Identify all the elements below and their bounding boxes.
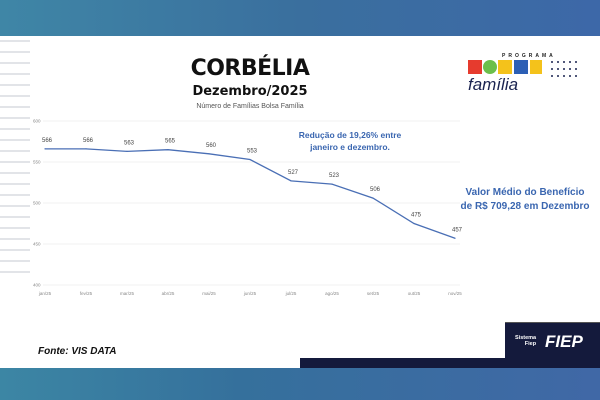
data-label: 475 — [411, 213, 422, 219]
data-point — [331, 183, 333, 185]
x-tick-label: jan/25 — [38, 291, 52, 296]
x-tick-label: ago/25 — [325, 291, 339, 296]
data-point — [454, 237, 456, 239]
data-point — [372, 197, 374, 199]
x-tick-label: abr/25 — [162, 291, 175, 296]
data-label: 560 — [206, 143, 217, 149]
decorative-stripes — [0, 40, 30, 282]
benefit-line-2: de R$ 709,28 em Dezembro — [460, 201, 590, 212]
data-label: 523 — [329, 173, 340, 179]
data-point — [208, 153, 210, 155]
svg-text:família: família — [468, 75, 518, 94]
data-point — [249, 158, 251, 161]
y-tick-label: 400 — [33, 283, 41, 288]
chart-title: Número de Famílias Bolsa Família — [196, 103, 304, 110]
average-benefit-annotation: Valor Médio do Benefício de R$ 709,28 em… — [450, 186, 600, 214]
city-title: CORBÉLIA — [190, 56, 310, 81]
data-point — [126, 150, 128, 152]
svg-text:PROGRAMA: PROGRAMA — [502, 53, 556, 59]
data-label: 553 — [247, 149, 258, 155]
x-tick-label: fev/25 — [80, 291, 93, 296]
fiep-brand: FIEP — [545, 332, 583, 351]
data-point — [290, 180, 292, 182]
source-note: Fonte: VIS DATA — [38, 346, 117, 357]
x-tick-label: out/25 — [408, 291, 421, 296]
x-tick-label: mar/25 — [120, 291, 135, 296]
data-label: 565 — [165, 139, 176, 145]
y-tick-label: 500 — [33, 201, 41, 206]
data-point — [167, 149, 169, 151]
footer-navy-bar — [300, 358, 600, 368]
data-label: 527 — [288, 170, 299, 176]
top-banner — [0, 0, 600, 36]
data-point — [413, 222, 415, 225]
data-point — [44, 148, 46, 150]
bottom-banner — [0, 368, 600, 400]
x-tick-label: jul/25 — [285, 291, 297, 296]
data-label: 563 — [124, 140, 135, 146]
x-tick-label: nov/25 — [448, 291, 462, 296]
x-tick-label: set/25 — [367, 291, 380, 296]
y-tick-label: 450 — [33, 242, 41, 247]
y-tick-label: 550 — [33, 160, 41, 165]
data-label: 566 — [42, 138, 53, 144]
fiep-logo-line2: Fiep — [524, 341, 537, 347]
benefit-line-1: Valor Médio do Benefício — [465, 187, 585, 198]
data-label: 566 — [83, 138, 94, 144]
data-point — [85, 148, 87, 150]
reduction-line-1: Redução de 19,26% entre — [298, 130, 402, 140]
period-subtitle: Dezembro/2025 — [192, 84, 308, 99]
reduction-line-2: janeiro e dezembro. — [310, 142, 390, 152]
fiep-logo: Sistema Fiep FIEP — [505, 322, 600, 359]
data-label: 457 — [452, 227, 463, 233]
bolsa-familia-logo: PROGRAMA família — [468, 53, 577, 94]
fiep-logo-line1: Sistema — [515, 335, 537, 341]
data-label: 506 — [370, 187, 381, 193]
x-tick-label: jun/25 — [243, 291, 257, 296]
x-tick-label: mai/25 — [202, 291, 216, 296]
y-tick-label: 600 — [33, 119, 41, 124]
reduction-annotation: Redução de 19,26% entre janeiro e dezemb… — [275, 129, 425, 153]
